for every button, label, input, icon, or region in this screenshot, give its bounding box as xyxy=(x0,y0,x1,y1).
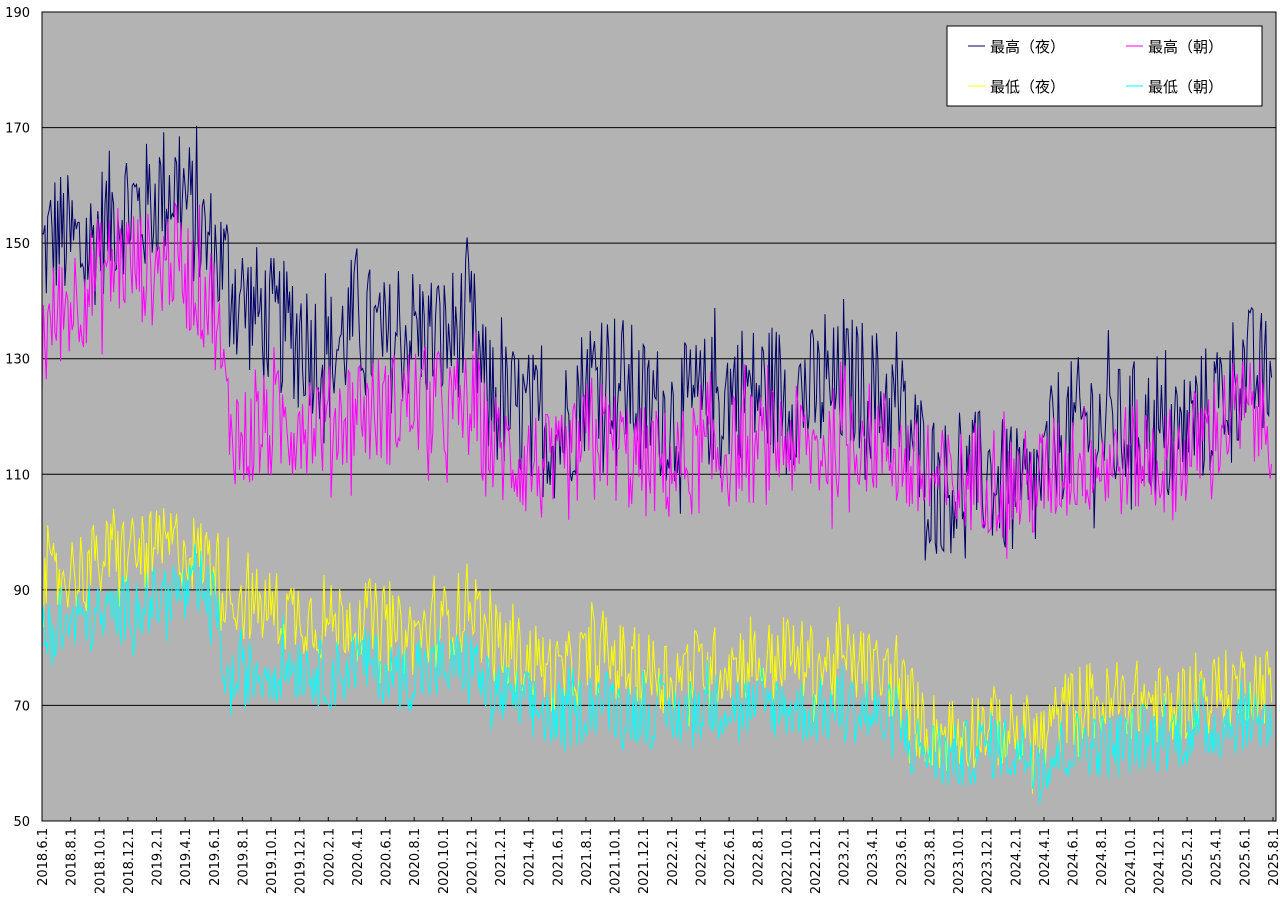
x-tick-label: 2024.12.1 xyxy=(1152,828,1167,894)
x-tick-label: 2019.4.1 xyxy=(179,828,194,886)
x-tick-label: 2018.6.1 xyxy=(36,828,51,886)
series-lines xyxy=(41,125,1273,804)
x-tick-label: 2018.12.1 xyxy=(122,828,137,894)
y-tick-label: 110 xyxy=(5,468,30,483)
x-tick-label: 2022.8.1 xyxy=(752,828,767,886)
x-tick-label: 2022.4.1 xyxy=(694,828,709,886)
x-tick-label: 2020.6.1 xyxy=(380,828,395,886)
y-tick-label: 130 xyxy=(5,353,30,368)
x-tick-label: 2023.10.1 xyxy=(952,828,967,894)
x-tick-label: 2022.10.1 xyxy=(780,828,795,894)
x-tick-label: 2022.12.1 xyxy=(809,828,824,894)
y-axis: 50 70 90 110 130 150 170 190 xyxy=(5,6,30,830)
x-tick-label: 2024.8.1 xyxy=(1095,828,1110,886)
series-line-0 xyxy=(41,125,1273,561)
x-tick-label: 2022.2.1 xyxy=(666,828,681,886)
y-tick-label: 150 xyxy=(5,237,30,252)
x-tick-label: 2019.12.1 xyxy=(294,828,309,894)
legend: 最高（夜） 最高（朝） 最低（夜） 最低（朝） xyxy=(946,25,1263,107)
y-tick-label: 70 xyxy=(13,699,30,714)
x-tick-label: 2021.2.1 xyxy=(494,828,509,886)
x-tick-label: 2020.10.1 xyxy=(437,828,452,894)
series-line-3 xyxy=(41,544,1273,804)
y-tick-label: 50 xyxy=(13,815,30,830)
x-tick-label: 2024.2.1 xyxy=(1009,828,1024,886)
legend-label-2: 最低（夜） xyxy=(990,78,1065,96)
x-tick-label: 2018.10.1 xyxy=(93,828,108,894)
x-tick-label: 2024.6.1 xyxy=(1067,828,1082,886)
y-tick-label: 170 xyxy=(5,122,30,137)
x-axis: 2018.6.1 2018.8.1 2018.10.1 2018.12.1 2019.2… xyxy=(36,817,1280,894)
legend-label-1: 最高（朝） xyxy=(1148,38,1223,56)
x-tick-label: 2020.8.1 xyxy=(408,828,423,886)
x-tick-label: 2023.8.1 xyxy=(923,828,938,886)
x-tick-label: 2023.4.1 xyxy=(866,828,881,886)
x-tick-label: 2024.10.1 xyxy=(1124,828,1139,894)
x-tick-label: 2020.2.1 xyxy=(322,828,337,886)
legend-label-0: 最高（夜） xyxy=(990,38,1065,56)
x-tick-label: 2025.4.1 xyxy=(1210,828,1225,886)
x-tick-label: 2022.6.1 xyxy=(723,828,738,886)
x-tick-label: 2021.8.1 xyxy=(580,828,595,886)
x-tick-label: 2021.6.1 xyxy=(551,828,566,886)
x-tick-label: 2019.6.1 xyxy=(208,828,223,886)
x-tick-label: 2019.2.1 xyxy=(151,828,166,886)
x-tick-label: 2025.8.1 xyxy=(1267,828,1280,886)
x-tick-label: 2024.4.1 xyxy=(1038,828,1053,886)
x-tick-label: 2018.8.1 xyxy=(65,828,80,886)
legend-label-3: 最低（朝） xyxy=(1148,78,1223,96)
series-line-1 xyxy=(41,201,1273,559)
y-tick-label: 190 xyxy=(5,6,30,21)
x-tick-label: 2019.8.1 xyxy=(236,828,251,886)
x-tick-label: 2021.10.1 xyxy=(609,828,624,894)
x-tick-label: 2020.12.1 xyxy=(465,828,480,894)
y-tick-label: 90 xyxy=(13,584,30,599)
x-tick-label: 2025.2.1 xyxy=(1181,828,1196,886)
gridlines xyxy=(42,127,1276,706)
x-tick-label: 2021.12.1 xyxy=(637,828,652,894)
series-line-2 xyxy=(41,508,1273,794)
x-tick-label: 2023.2.1 xyxy=(838,828,853,886)
x-tick-label: 2023.12.1 xyxy=(981,828,996,894)
x-tick-label: 2020.4.1 xyxy=(351,828,366,886)
x-tick-label: 2021.4.1 xyxy=(523,828,538,886)
plot-border xyxy=(41,11,1277,822)
x-tick-label: 2023.6.1 xyxy=(895,828,910,886)
x-tick-label: 2019.10.1 xyxy=(265,828,280,894)
x-tick-label: 2025.6.1 xyxy=(1238,828,1253,886)
legend-box xyxy=(946,25,1263,107)
